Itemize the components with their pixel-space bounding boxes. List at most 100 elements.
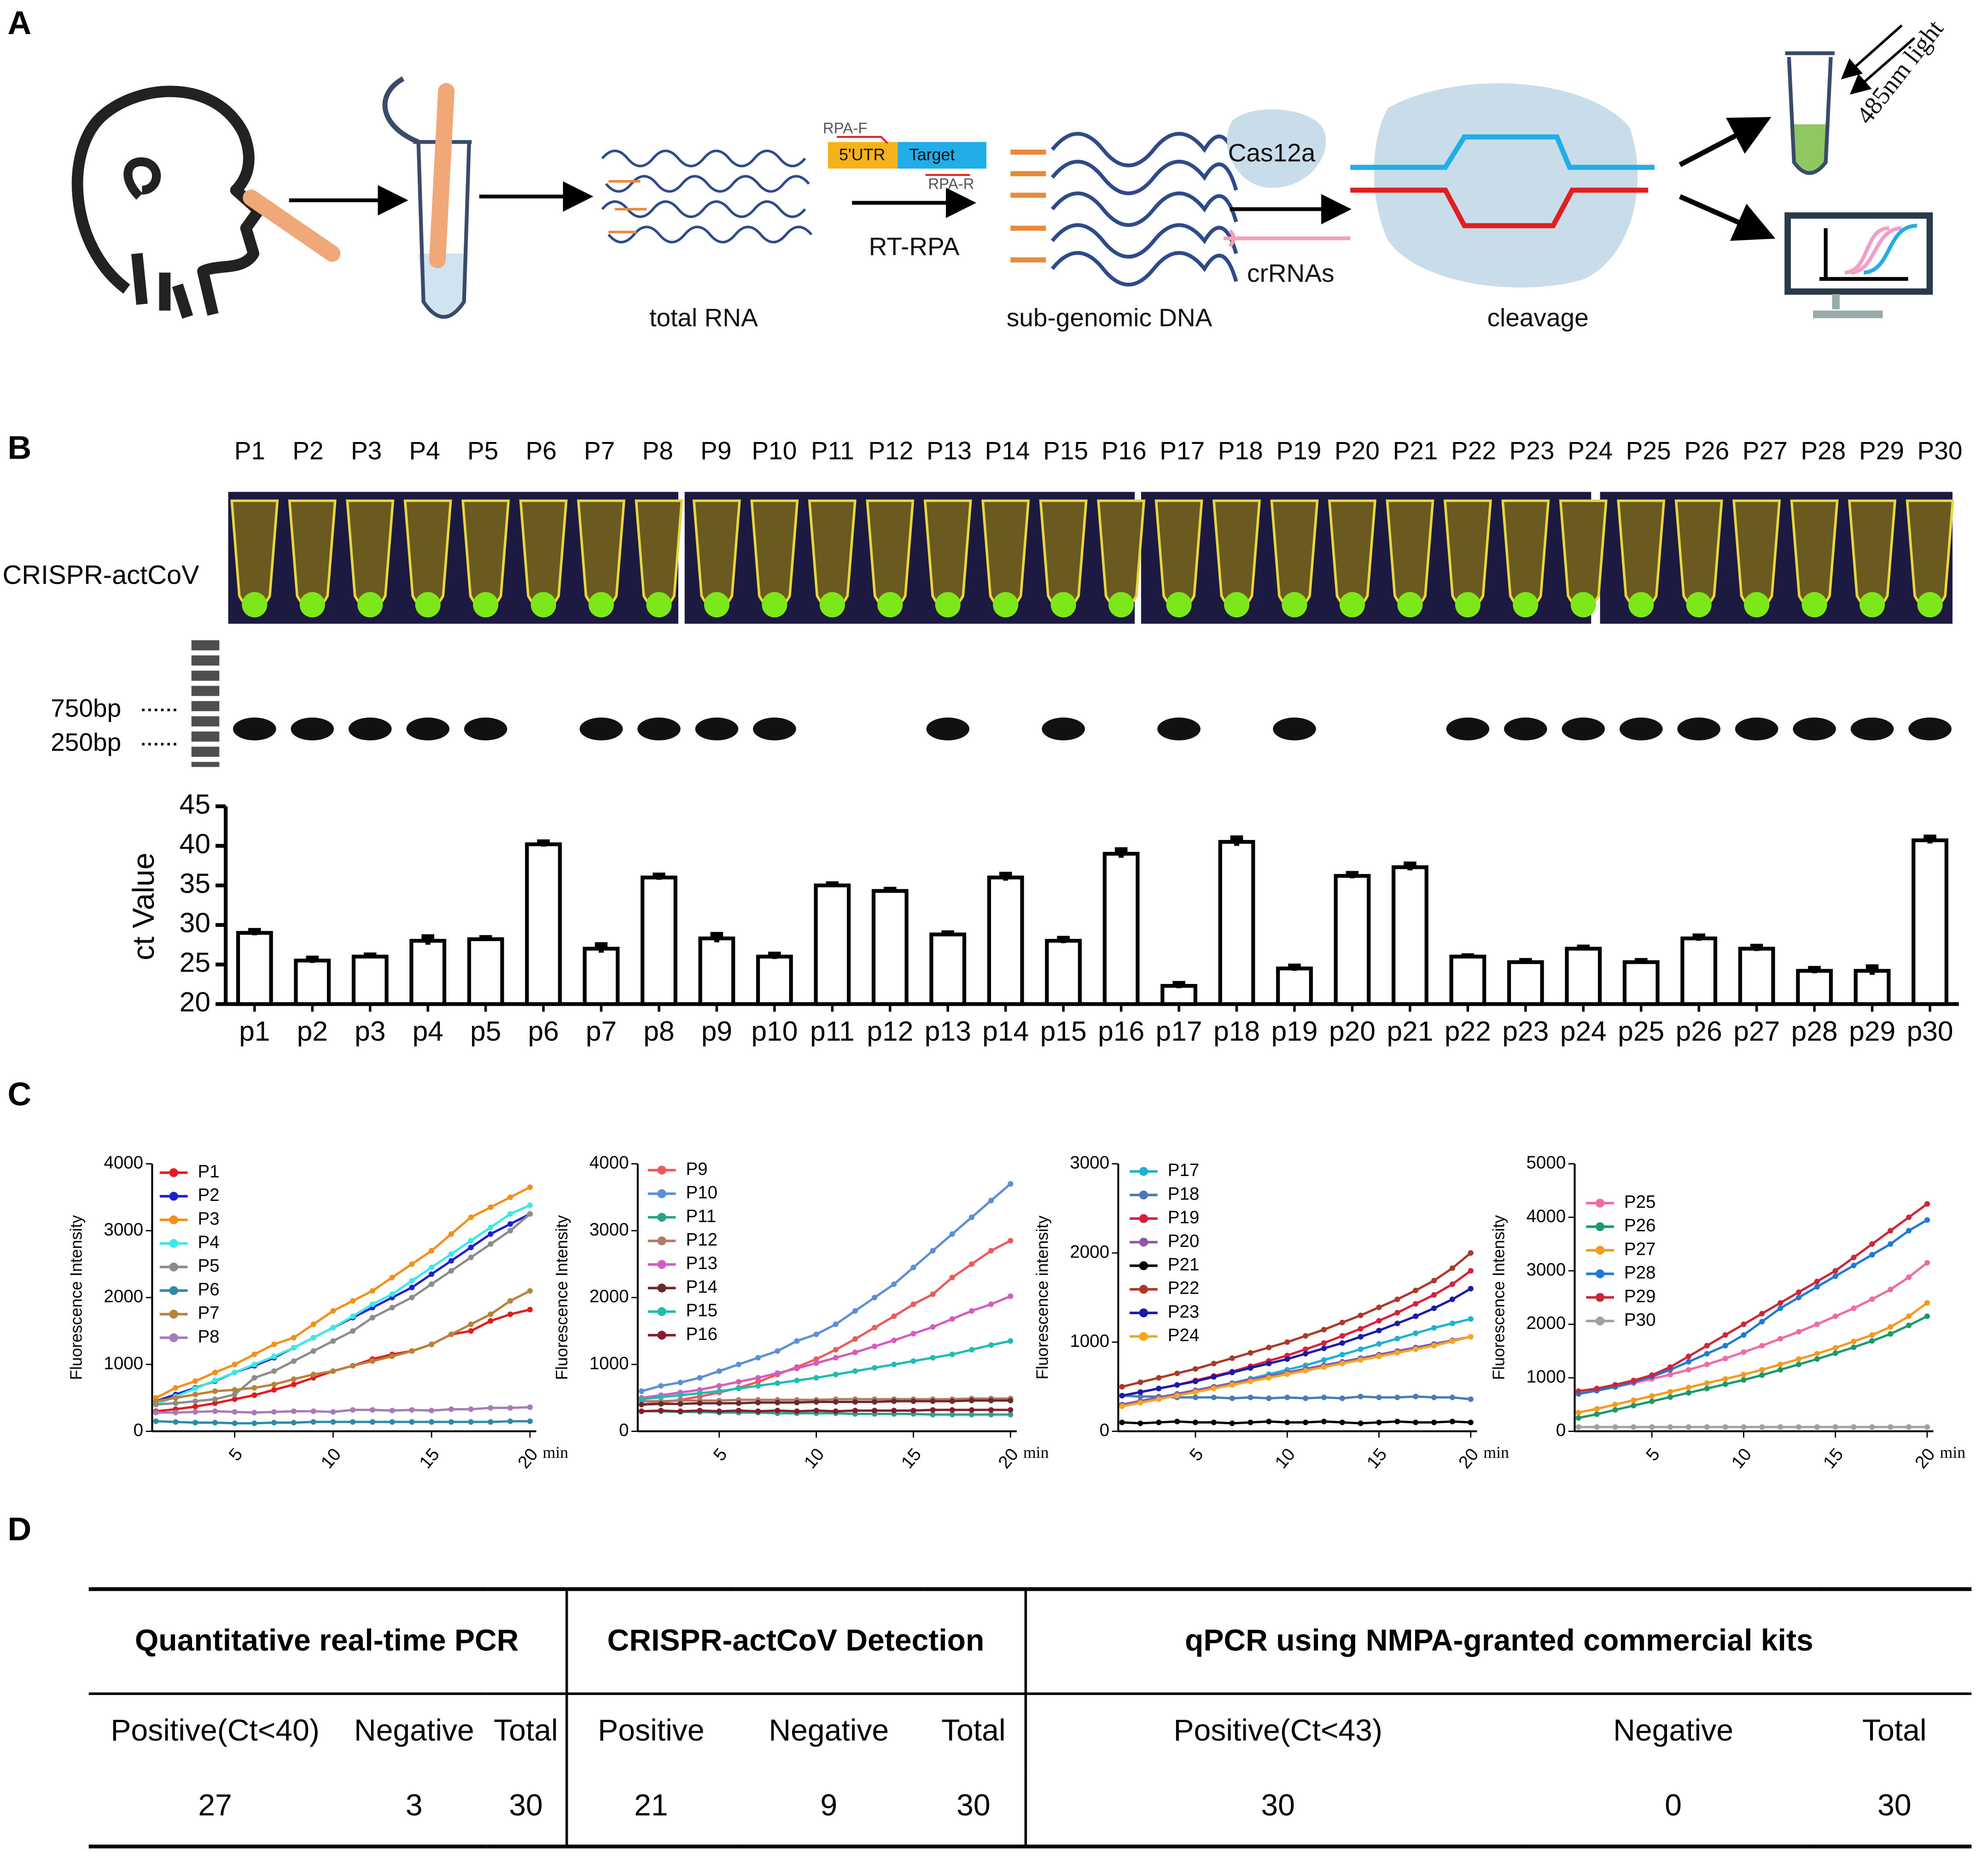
series-point <box>1284 1356 1290 1362</box>
series-point <box>968 1261 975 1267</box>
series-point <box>1266 1361 1272 1367</box>
x-tick-label: 20 <box>1911 1444 1939 1472</box>
series-point <box>1248 1378 1253 1384</box>
bar <box>814 883 851 1006</box>
series-point <box>330 1308 336 1314</box>
series-point <box>1888 1324 1894 1330</box>
error-bar <box>999 872 1012 881</box>
series-point <box>173 1395 179 1401</box>
series-point <box>488 1204 494 1210</box>
x-tick-label: p16 <box>1098 1015 1144 1047</box>
x-tick-label: p29 <box>1849 1015 1895 1047</box>
legend-label: P14 <box>686 1277 717 1297</box>
series-point <box>468 1238 474 1244</box>
column-header: Positive <box>598 1714 705 1748</box>
series-point <box>1394 1419 1400 1425</box>
x-tick-label: p17 <box>1156 1015 1202 1047</box>
series-point <box>658 1401 664 1407</box>
fluorescence <box>1397 592 1423 617</box>
gel-band <box>926 717 970 740</box>
series-point <box>1741 1349 1747 1355</box>
series-point <box>1631 1403 1637 1409</box>
series-point <box>173 1409 179 1415</box>
series-point <box>813 1356 819 1362</box>
y-axis-label: Fluorescence Intensity <box>553 1215 571 1380</box>
bar <box>1680 936 1718 1006</box>
series-point <box>1284 1419 1290 1426</box>
y-tick-label: 1000 <box>589 1353 629 1373</box>
legend-label: P10 <box>686 1183 717 1203</box>
fluorescence <box>704 592 729 617</box>
series-point <box>1358 1357 1364 1363</box>
legend-swatch <box>657 1212 666 1222</box>
series-point <box>507 1298 513 1304</box>
series-point <box>716 1368 722 1374</box>
series-point <box>930 1407 936 1413</box>
series-point <box>369 1315 375 1321</box>
series-line <box>1121 1252 1472 1388</box>
series-line <box>1578 1315 1928 1419</box>
y-tick-label: 1000 <box>1070 1331 1109 1351</box>
series-point <box>409 1348 415 1354</box>
series-point <box>212 1400 218 1406</box>
series-point <box>1192 1366 1199 1372</box>
lane-label: P16 <box>1102 436 1147 465</box>
x-tick-label: 5 <box>225 1444 247 1465</box>
series-point <box>409 1419 415 1425</box>
series-point <box>1248 1365 1253 1371</box>
series-line <box>641 1295 1011 1399</box>
series-point <box>1431 1394 1437 1400</box>
series-point <box>813 1331 819 1337</box>
series-point <box>468 1406 474 1412</box>
diagram-label: 485nm light <box>1851 15 1949 129</box>
legend-swatch <box>657 1260 666 1269</box>
series-point <box>1413 1346 1419 1352</box>
series-point <box>527 1306 533 1313</box>
series-point <box>488 1318 494 1324</box>
series-point <box>369 1407 375 1413</box>
series-point <box>1778 1336 1784 1342</box>
series-point <box>1704 1380 1710 1386</box>
series-point <box>1321 1340 1327 1346</box>
series-point <box>813 1408 819 1414</box>
series-point <box>1137 1420 1143 1426</box>
legend-swatch <box>1595 1246 1605 1255</box>
series-point <box>1339 1395 1345 1401</box>
crrna <box>1223 229 1351 248</box>
legend-label: P24 <box>1168 1326 1200 1345</box>
fluorescence <box>762 592 787 617</box>
lane-label: P11 <box>811 436 854 465</box>
fluorescence <box>1282 592 1307 617</box>
series-point <box>1906 1322 1912 1328</box>
lane-label: P25 <box>1626 436 1671 465</box>
legend-label: P28 <box>1624 1263 1656 1283</box>
series-point <box>1394 1296 1400 1302</box>
series-point <box>1192 1394 1199 1400</box>
series-point <box>794 1408 800 1414</box>
series-line <box>1578 1219 1928 1395</box>
series-line <box>1578 1302 1928 1414</box>
series-point <box>1266 1395 1272 1401</box>
series-point <box>1174 1419 1180 1425</box>
series-point <box>1667 1424 1673 1430</box>
series-point <box>330 1419 336 1425</box>
series-point <box>1667 1372 1673 1378</box>
legend-swatch <box>1139 1237 1148 1247</box>
series-point <box>1008 1238 1014 1244</box>
monitor <box>1784 212 1933 295</box>
legend-swatch <box>1595 1269 1605 1279</box>
series-point <box>891 1313 897 1319</box>
gel-band <box>1504 717 1547 740</box>
series-point <box>1413 1419 1419 1426</box>
diagram-label: 5'UTR <box>839 146 885 164</box>
series-point <box>1778 1305 1784 1311</box>
legend-label: P9 <box>686 1159 707 1179</box>
series-point <box>153 1409 159 1415</box>
tube-liquid <box>418 253 467 317</box>
fluorescence <box>1224 592 1250 617</box>
bar <box>583 947 620 1006</box>
series-point <box>350 1328 356 1334</box>
series-point <box>968 1411 975 1418</box>
series-point <box>1303 1419 1309 1426</box>
series-point <box>1796 1294 1801 1300</box>
